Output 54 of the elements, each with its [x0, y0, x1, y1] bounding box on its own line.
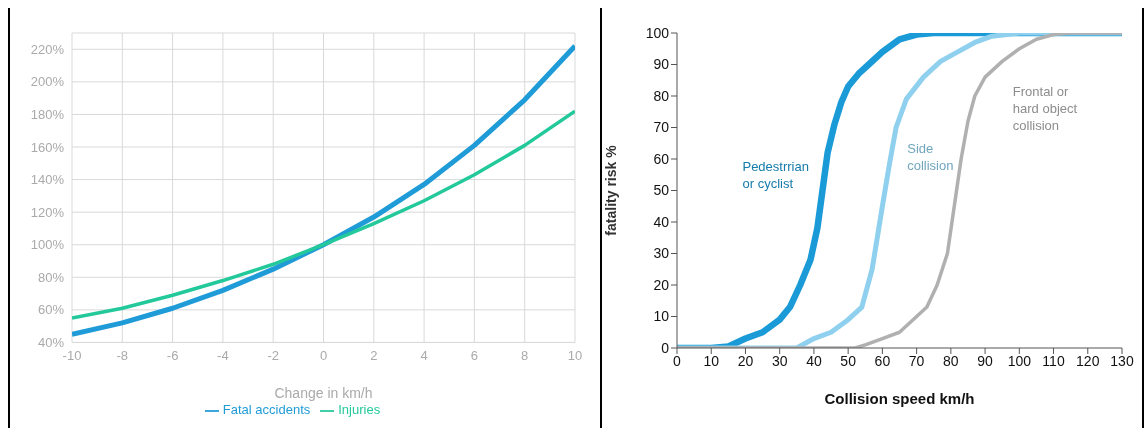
- y-tick-label: 10: [653, 308, 670, 325]
- x-tick-label: 10: [567, 347, 583, 363]
- x-tick-label: -6: [166, 347, 179, 363]
- y-tick-label: 60%: [37, 302, 65, 318]
- y-tick-label: 100%: [30, 237, 65, 253]
- x-tick-label: 100: [1007, 352, 1032, 369]
- x-tick-label: 20: [737, 352, 754, 369]
- y-tick-label: 80: [653, 87, 670, 104]
- x-axis-title: Collision speed km/h: [824, 390, 975, 407]
- y-tick-label: 80%: [37, 269, 65, 285]
- y-tick-label: 40%: [37, 335, 65, 351]
- y-axis-title: fatality risk %: [602, 144, 619, 236]
- x-axis-title: Change in km/h: [274, 385, 373, 402]
- x-tick-label: -8: [116, 347, 129, 363]
- legend-label: Fatal accidents: [222, 402, 311, 418]
- x-tick-label: -2: [267, 347, 279, 363]
- x-tick-label: 60: [874, 352, 891, 369]
- line-series: [72, 109, 575, 320]
- x-tick-label: -10: [62, 347, 82, 363]
- x-tick-label: 40: [806, 352, 822, 369]
- x-tick-label: 130: [1110, 352, 1134, 369]
- series-label: Pedestrrian or cyclist: [742, 158, 809, 191]
- y-tick-label: 100: [645, 24, 670, 41]
- x-tick-label: 110: [1042, 352, 1065, 369]
- x-tick-label: 8: [521, 347, 529, 363]
- y-tick-label: 30: [653, 245, 670, 262]
- y-tick-label: 50: [653, 182, 670, 199]
- series-label: Side collision: [907, 141, 954, 174]
- legend-label: Injuries: [338, 402, 381, 418]
- y-tick-label: 40: [653, 213, 670, 230]
- x-tick-label: 120: [1076, 352, 1100, 369]
- y-tick-label: 90: [653, 56, 670, 73]
- x-tick-label: 10: [703, 352, 720, 369]
- x-tick-label: 2: [370, 347, 378, 363]
- y-tick-label: 160%: [30, 139, 65, 155]
- y-tick-label: 70: [653, 119, 670, 136]
- x-tick-label: 50: [840, 352, 857, 369]
- x-tick-label: 90: [977, 352, 994, 369]
- y-tick-label: 120%: [30, 204, 65, 220]
- y-tick-label: 20: [653, 276, 670, 293]
- x-tick-label: 30: [771, 352, 788, 369]
- series-label: Frontal or hard object collision: [1012, 84, 1078, 133]
- x-tick-label: 80: [943, 352, 959, 369]
- y-tick-label: 140%: [30, 172, 65, 188]
- x-tick-label: 6: [470, 347, 479, 363]
- x-tick-label: 4: [420, 347, 428, 363]
- y-tick-label: 200%: [30, 74, 65, 90]
- x-tick-label: 0: [319, 347, 328, 363]
- x-tick-label: -4: [217, 347, 229, 363]
- y-tick-label: 60: [653, 150, 670, 167]
- y-tick-label: 180%: [30, 107, 65, 123]
- x-tick-label: 70: [908, 352, 925, 369]
- x-tick-label: 0: [673, 352, 682, 369]
- y-tick-label: 220%: [30, 41, 65, 57]
